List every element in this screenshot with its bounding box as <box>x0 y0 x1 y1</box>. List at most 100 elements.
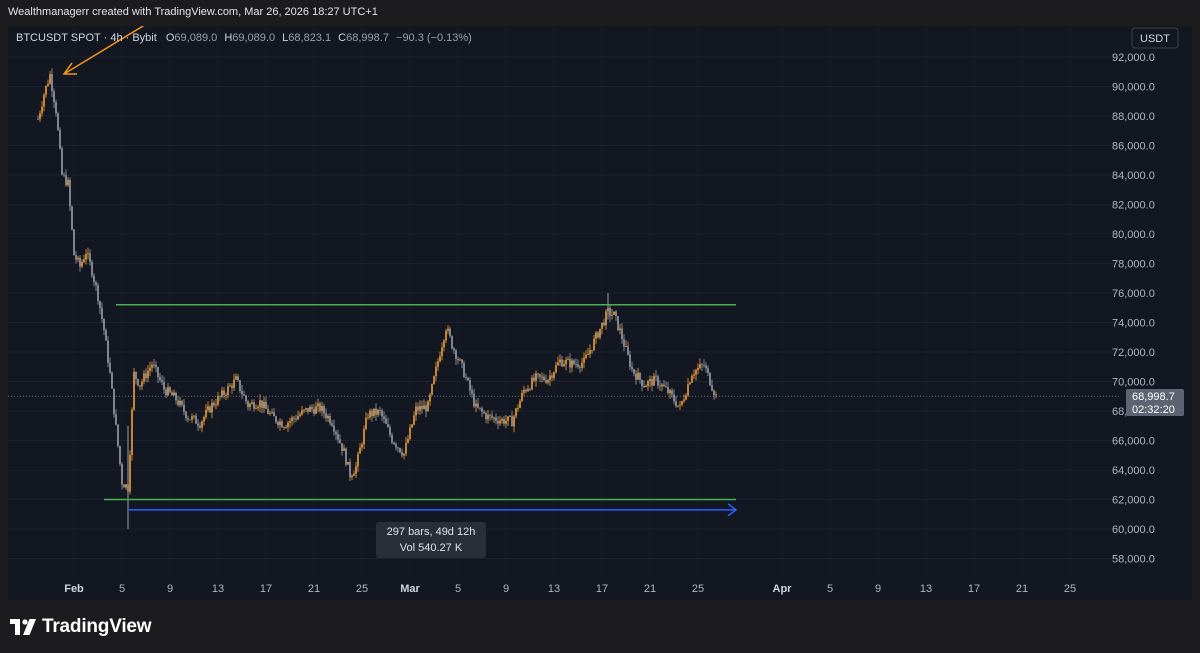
candle-down <box>341 443 343 451</box>
candle-down <box>91 261 93 276</box>
price-tick-label[interactable]: 82,000.0 <box>1112 200 1155 212</box>
candle-down <box>675 401 677 407</box>
candle-down <box>265 401 267 409</box>
candle-up <box>67 179 69 186</box>
legend-open-label: O <box>166 32 175 44</box>
candle-up <box>555 365 557 373</box>
time-axis[interactable]: Feb 5 9 13 17 21 25 Mar 5 9 13 17 21 25 Apr 5 9 13 17 21 25 <box>64 583 1076 595</box>
candle-down <box>267 408 269 414</box>
candle-up <box>695 370 697 375</box>
candle-down <box>577 364 579 367</box>
price-tick-label[interactable]: 88,000.0 <box>1112 111 1155 123</box>
time-tick-label[interactable]: 5 <box>455 583 461 595</box>
price-tick-label[interactable]: 86,000.0 <box>1112 141 1155 153</box>
time-tick-label[interactable]: 9 <box>875 583 881 595</box>
candle-up <box>553 372 555 378</box>
candle-up <box>599 328 601 338</box>
candle-down <box>155 365 157 368</box>
candle-down <box>393 442 395 445</box>
candle-down <box>273 412 275 417</box>
candle-up <box>251 402 253 404</box>
time-tick-label[interactable]: 5 <box>119 583 125 595</box>
candle-down <box>387 423 389 428</box>
price-tick-label[interactable]: 74,000.0 <box>1112 318 1155 330</box>
candle-down <box>161 379 163 383</box>
candle-up <box>263 401 265 409</box>
time-tick-label[interactable]: 21 <box>644 583 656 595</box>
tradingview-logo[interactable]: TradingView <box>10 616 152 638</box>
price-tick-label[interactable]: 84,000.0 <box>1112 170 1155 182</box>
time-tick-label[interactable]: 25 <box>1064 583 1076 595</box>
measure-arrow-head[interactable] <box>727 503 738 517</box>
candle-down <box>561 359 563 367</box>
chart-panel[interactable]: BTCUSDT SPOT · 4h · Bybit O69,089.0 H69,… <box>8 19 1192 600</box>
candle-up <box>441 347 443 357</box>
candle-down <box>159 376 161 380</box>
candle-up <box>299 414 301 417</box>
time-tick-label[interactable]: 21 <box>1016 583 1028 595</box>
candle-down <box>55 102 57 114</box>
candle-down <box>711 385 713 391</box>
time-tick-label[interactable]: 9 <box>503 583 509 595</box>
time-tick-label[interactable]: 21 <box>308 583 320 595</box>
currency-button-frame[interactable] <box>1131 27 1179 49</box>
price-tick-label[interactable]: 78,000.0 <box>1112 259 1155 271</box>
candle-down <box>63 174 65 176</box>
legend-low-label: L <box>282 32 288 44</box>
time-tick-label[interactable]: 5 <box>827 583 833 595</box>
currency-button[interactable]: USDT <box>1131 27 1179 49</box>
time-tick-label[interactable]: 13 <box>920 583 932 595</box>
candle-up <box>353 473 355 476</box>
time-tick-label[interactable]: Mar <box>400 583 420 595</box>
candle-up <box>193 415 195 417</box>
price-tick-label[interactable]: 66,000.0 <box>1112 436 1155 448</box>
time-tick-label[interactable]: 9 <box>167 583 173 595</box>
candle-up <box>133 371 135 410</box>
price-tick-label[interactable]: 64,000.0 <box>1112 465 1155 477</box>
price-axis[interactable]: 58,000.0 60,000.0 62,000.0 64,000.0 66,000.0… <box>1112 52 1155 566</box>
candle-down <box>463 363 465 378</box>
candle-down <box>335 431 337 435</box>
candle-up <box>227 386 229 395</box>
time-tick-label[interactable]: 17 <box>596 583 608 595</box>
price-tick-label[interactable]: 70,000.0 <box>1112 377 1155 389</box>
candle-down <box>465 377 467 378</box>
legend-high-label: H <box>224 32 232 44</box>
candle-down <box>79 257 81 267</box>
candle-down <box>345 448 347 465</box>
price-tick-label[interactable]: 92,000.0 <box>1112 52 1155 64</box>
candle-up <box>49 74 51 84</box>
candle-down <box>481 408 483 412</box>
candle-up <box>515 408 517 417</box>
candle-down <box>705 365 707 369</box>
candle-up <box>259 400 261 407</box>
price-tick-label[interactable]: 58,000.0 <box>1112 554 1155 566</box>
time-tick-label[interactable]: 17 <box>260 583 272 595</box>
candle-down <box>105 330 107 341</box>
candle-up <box>625 346 627 347</box>
price-tick-label[interactable]: 80,000.0 <box>1112 229 1155 241</box>
candle-up <box>317 403 319 407</box>
time-tick-label[interactable]: Apr <box>773 583 793 595</box>
price-tick-label[interactable]: 76,000.0 <box>1112 288 1155 300</box>
candle-down <box>479 407 481 409</box>
time-tick-label[interactable]: 25 <box>692 583 704 595</box>
price-tick-label[interactable]: 62,000.0 <box>1112 495 1155 507</box>
time-tick-label[interactable]: 13 <box>548 583 560 595</box>
candle-down <box>537 373 539 375</box>
price-tick-label[interactable]: 60,000.0 <box>1112 524 1155 536</box>
candle-down <box>245 395 247 402</box>
candle-up <box>423 405 425 410</box>
candle-up <box>303 409 305 411</box>
time-tick-label[interactable]: Feb <box>64 583 84 595</box>
currency-button-label[interactable]: USDT <box>1140 33 1170 45</box>
time-tick-label[interactable]: 17 <box>968 583 980 595</box>
annotation-arrow-head[interactable] <box>62 62 77 75</box>
price-tick-label[interactable]: 72,000.0 <box>1112 347 1155 359</box>
time-tick-label[interactable]: 25 <box>356 583 368 595</box>
price-tick-label[interactable]: 90,000.0 <box>1112 82 1155 94</box>
time-tick-label[interactable]: 13 <box>212 583 224 595</box>
drawings[interactable] <box>62 19 738 517</box>
candlestick-chart[interactable]: BTCUSDT SPOT · 4h · Bybit O69,089.0 H69,… <box>8 19 1192 600</box>
annotation-arrow-shaft[interactable] <box>63 19 154 75</box>
